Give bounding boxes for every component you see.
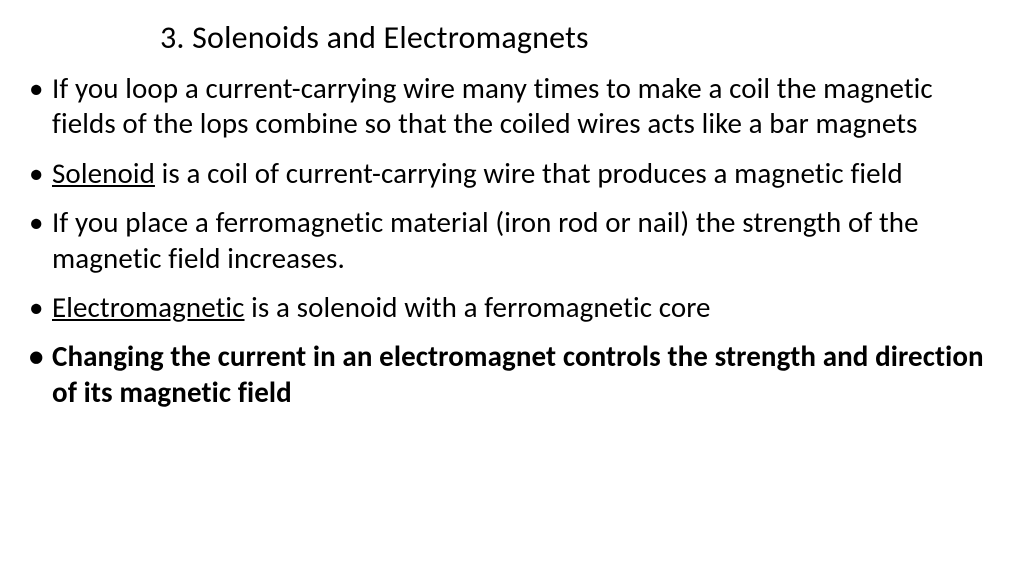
bullet-item: If you loop a current-carrying wire many… [28,71,996,142]
bullet-item: Changing the current in an electromagnet… [28,339,996,410]
bullet-text-segment: If you place a ferromagnetic material (i… [52,204,919,275]
bullet-text-segment: Electromagnetic [52,289,245,325]
bullet-item: Electromagnetic is a solenoid with a fer… [28,290,996,325]
bullet-text-segment: If you loop a current-carrying wire many… [52,70,933,141]
bullet-list: If you loop a current-carrying wire many… [28,71,996,410]
bullet-item: Solenoid is a coil of current-carrying w… [28,156,996,191]
slide-title: 3. Solenoids and Electromagnets [160,18,996,57]
bullet-text-segment: is a solenoid with a ferromagnetic core [245,289,711,325]
bullet-text-segment: is a coil of current-carrying wire that … [155,155,903,191]
bullet-text-segment: Changing the current in an electromagnet… [52,338,984,409]
bullet-item: If you place a ferromagnetic material (i… [28,205,996,276]
bullet-text-segment: Solenoid [52,155,155,191]
